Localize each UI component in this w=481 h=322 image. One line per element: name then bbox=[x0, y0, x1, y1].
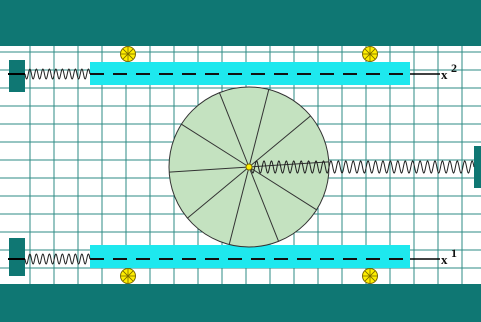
disk-center-pin bbox=[245, 163, 253, 171]
disk-spring bbox=[250, 160, 475, 174]
disk-spoke bbox=[248, 115, 311, 168]
lower-left-anchor bbox=[9, 238, 25, 276]
lower-axis-subscript: 1 bbox=[451, 246, 457, 260]
disk-spoke bbox=[169, 166, 250, 173]
disk-spoke bbox=[181, 123, 250, 168]
roller-spoke bbox=[364, 270, 376, 282]
disk-spoke bbox=[248, 89, 270, 168]
roller-wheel-icon bbox=[362, 268, 378, 284]
lower-plank bbox=[90, 245, 410, 268]
right-anchor bbox=[474, 146, 481, 188]
roller-wheel-icon bbox=[120, 46, 136, 62]
upper-plank bbox=[90, 62, 410, 85]
disk-spoke bbox=[228, 166, 250, 245]
lower-spring bbox=[24, 253, 91, 265]
roller-wheel-icon bbox=[120, 268, 136, 284]
roller-spoke bbox=[122, 270, 134, 282]
lower-axis-label: x bbox=[441, 252, 448, 267]
disk-spoke bbox=[248, 166, 317, 211]
upper-left-anchor bbox=[9, 60, 25, 92]
roller-wheel-icon bbox=[362, 46, 378, 62]
disk-spokes bbox=[169, 89, 329, 245]
roller-spoke bbox=[122, 48, 134, 60]
roller-spoke bbox=[364, 48, 376, 60]
upper-axis-subscript: 2 bbox=[451, 61, 457, 75]
upper-axis-label: x bbox=[441, 67, 448, 82]
disk-spoke bbox=[248, 166, 280, 242]
upper-spring bbox=[24, 68, 91, 80]
disk-spoke bbox=[218, 92, 250, 168]
bottom-wall bbox=[0, 284, 481, 322]
disk-spoke bbox=[187, 166, 250, 219]
top-wall bbox=[0, 0, 481, 46]
